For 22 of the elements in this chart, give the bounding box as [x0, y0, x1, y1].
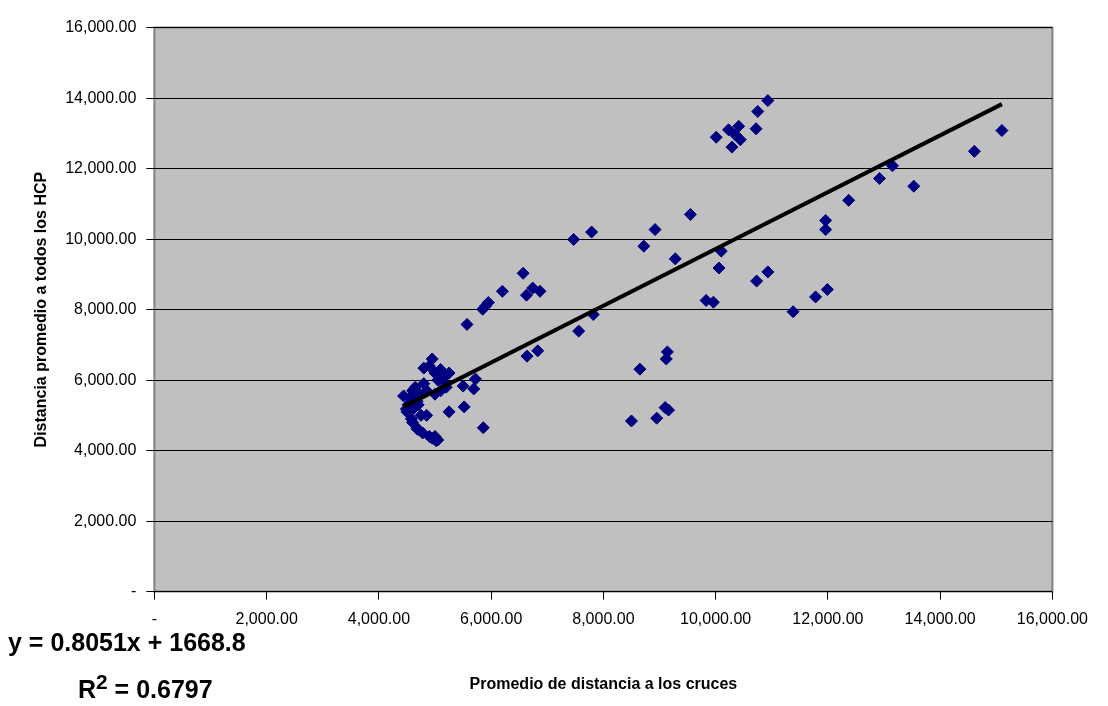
- x-tick-label: 10,000.00: [680, 609, 752, 627]
- text: R$^{2}$ = 0.6797: [78, 670, 213, 705]
- y-axis-title: Distancia promedio a todos los HCP: [32, 171, 50, 448]
- y-tick-label: 4,000.00: [74, 441, 137, 459]
- x-tick-label: 16,000.00: [1016, 609, 1089, 627]
- x-tick-label: 4,000.00: [347, 609, 411, 627]
- x-tick-label: 6,000.00: [460, 609, 523, 627]
- x-tick-label: 2,000.00: [235, 609, 298, 627]
- x-tick-label: 12,000.00: [792, 609, 864, 627]
- text: y = 0.8051x + 1668.8: [8, 628, 246, 657]
- y-tick-label: -: [131, 582, 137, 600]
- x-tick-label: 14,000.00: [904, 609, 976, 627]
- y-tick-label: 10,000.00: [65, 229, 137, 247]
- y-tick-label: 16,000.00: [65, 18, 137, 36]
- y-tick-label: 12,000.00: [65, 159, 137, 177]
- y-tick-label: 14,000.00: [65, 88, 137, 106]
- x-tick-label: 8,000.00: [572, 609, 635, 627]
- y-tick-label: 2,000.00: [74, 511, 137, 529]
- x-tick-label: -: [151, 609, 158, 627]
- y-tick-label: 8,000.00: [74, 300, 137, 318]
- x-axis-title: Promedio de distancia a los cruces: [469, 674, 738, 692]
- y-tick-label: 6,000.00: [74, 370, 137, 388]
